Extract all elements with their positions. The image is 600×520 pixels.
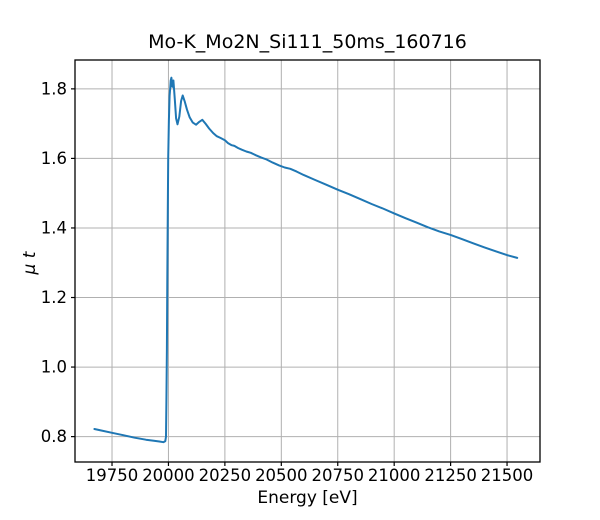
y-tick-label: 1.8 [41, 79, 67, 98]
x-tick-label: 20500 [255, 466, 308, 485]
y-tick-label: 1.4 [41, 218, 67, 237]
x-tick-label: 21250 [424, 466, 477, 485]
x-tick-label: 20750 [311, 466, 364, 485]
x-tick-label: 21500 [481, 466, 534, 485]
axes-spines [74, 59, 541, 463]
x-axis-label: Energy [eV] [257, 488, 358, 508]
y-axis-label: μ t [20, 251, 40, 275]
spectrum-line [93, 76, 519, 444]
y-tick-label: 1.0 [41, 358, 67, 377]
x-tick-label: 20000 [142, 466, 195, 485]
chart-title: Mo-K_Mo2N_Si111_50ms_160716 [148, 31, 467, 53]
y-tick-label: 1.2 [41, 288, 67, 307]
x-tick-label: 21000 [368, 466, 421, 485]
x-tick-label: 20250 [199, 466, 252, 485]
y-tick-label: 1.6 [41, 149, 67, 168]
y-tick-label: 0.8 [41, 427, 67, 446]
x-tick-label: 19750 [86, 466, 139, 485]
